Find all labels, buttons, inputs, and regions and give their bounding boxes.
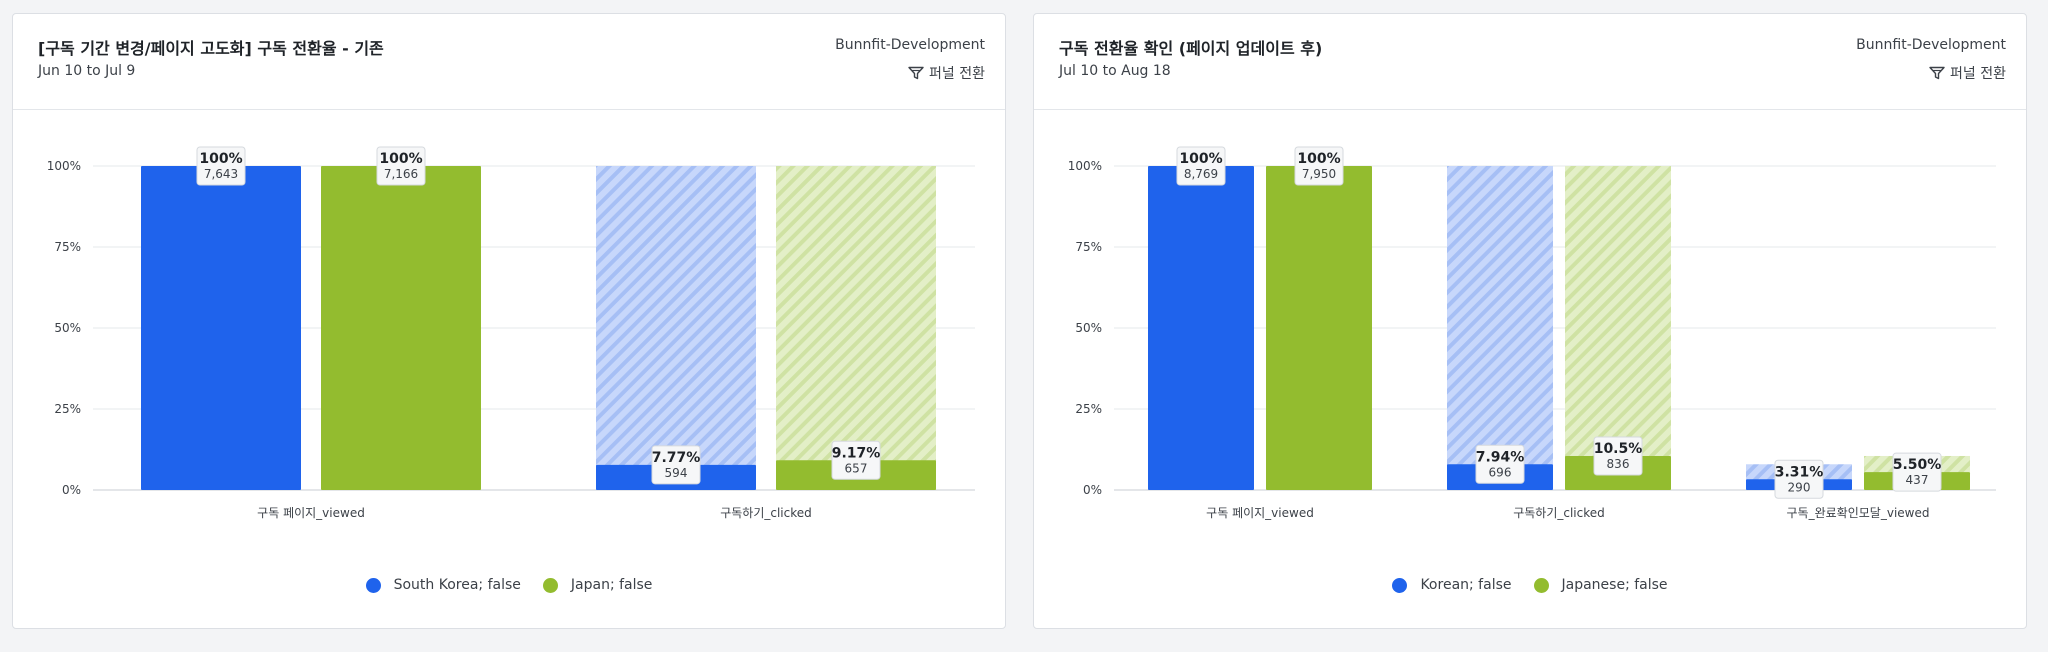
card-header: [구독 기간 변경/페이지 고도화] 구독 전환율 - 기존 Jun 10 to… [13,14,1005,110]
chart-title[interactable]: 구독 전환율 확인 (페이지 업데이트 후) [1059,39,1323,58]
funnel-conversion-button[interactable]: 퍼널 전환 [1929,63,2006,83]
legend-item-series-1[interactable]: Korean; false [1392,577,1512,593]
chart-card-updated: 구독 전환율 확인 (페이지 업데이트 후) Jul 10 to Aug 18 … [1033,13,2027,629]
funnel-icon [908,66,924,80]
chart-title[interactable]: [구독 기간 변경/페이지 고도화] 구독 전환율 - 기존 [38,39,384,58]
x-category-label: 구독 페이지_viewed [257,506,365,520]
data-label-count: 594 [665,466,688,480]
y-tick-label: 100% [47,159,81,173]
legend-item-series-2[interactable]: Japan; false [542,577,653,593]
data-label-percent: 100% [1179,151,1222,167]
y-tick-label: 25% [54,402,81,416]
legend-label: Japan; false [570,577,653,593]
y-tick-label: 0% [1083,483,1102,497]
data-label-count: 7,643 [204,167,238,181]
dropoff-bar [776,166,936,490]
data-label-percent: 100% [199,151,242,167]
chart-legend: South Korea; false Japan; false [13,577,1005,593]
data-label-box [1774,459,1824,499]
data-label-box [1892,452,1942,492]
project-name: Bunnfit-Development [835,37,985,53]
funnel-bar-chart: 0% 25% 50% 75% 100% 구독 페이지_viewed 구독하기_clicked… [47,146,975,520]
funnel-conversion-button[interactable]: 퍼널 전환 [908,63,985,83]
date-range: Jul 10 to Aug 18 [1059,63,1171,79]
data-label-box [1294,146,1344,186]
data-label-percent: 7.94% [1476,449,1525,465]
dropoff-bar [1447,166,1553,490]
data-label-box [1593,436,1643,476]
funnel-icon [1929,66,1945,80]
legend-dot [542,577,558,593]
bar[interactable] [1266,166,1372,490]
data-label-box [376,146,426,186]
x-category-label: 구독_완료확인모달_viewed [1787,506,1930,520]
y-tick-label: 50% [54,321,81,335]
y-tick-label: 50% [1075,321,1102,335]
funnel-conversion-label: 퍼널 전환 [929,66,985,82]
legend-label: Korean; false [1420,577,1512,593]
data-label-count: 290 [1788,480,1811,494]
funnel-bar-chart: 0% 25% 50% 75% 100% 구독 페이지_viewed 구독하기_clicked… [1068,146,1996,520]
bar[interactable] [141,166,301,490]
data-label-box [1176,146,1226,186]
dropoff-bar [596,166,756,490]
x-category-label: 구독하기_clicked [720,506,812,520]
y-tick-label: 100% [1068,159,1102,173]
data-label-percent: 100% [1297,151,1340,167]
legend-dot [1392,577,1408,593]
data-label-percent: 7.77% [652,450,701,466]
legend-dot [365,577,381,593]
data-label-percent: 100% [379,151,422,167]
legend-item-series-1[interactable]: South Korea; false [365,577,521,593]
funnel-conversion-label: 퍼널 전환 [1950,66,2006,82]
y-tick-label: 0% [62,483,81,497]
y-tick-label: 75% [54,240,81,254]
legend-dot [1533,577,1549,593]
chart-card-original: [구독 기간 변경/페이지 고도화] 구독 전환율 - 기존 Jun 10 to… [12,13,1006,629]
data-label-box [196,146,246,186]
date-range: Jun 10 to Jul 9 [38,63,136,79]
data-label-count: 696 [1489,465,1512,479]
x-category-label: 구독 페이지_viewed [1206,506,1314,520]
legend-label: South Korea; false [393,577,521,593]
data-label-percent: 10.5% [1594,441,1643,457]
project-name: Bunnfit-Development [1856,37,2006,53]
data-label-percent: 3.31% [1775,464,1824,480]
data-label-count: 836 [1607,457,1630,471]
dropoff-bar [1565,166,1671,490]
legend-label: Japanese; false [1561,577,1668,593]
data-label-percent: 5.50% [1893,457,1942,473]
legend-item-series-2[interactable]: Japanese; false [1533,577,1668,593]
data-label-count: 7,166 [384,167,418,181]
y-tick-label: 25% [1075,402,1102,416]
bar[interactable] [321,166,481,490]
data-label-percent: 9.17% [832,445,881,461]
y-tick-label: 75% [1075,240,1102,254]
data-label-count: 657 [845,461,868,475]
data-label-box [651,445,701,485]
card-header: 구독 전환율 확인 (페이지 업데이트 후) Jul 10 to Aug 18 … [1034,14,2026,110]
x-category-label: 구독하기_clicked [1513,506,1605,520]
data-label-box [1475,444,1525,484]
bar[interactable] [1148,166,1254,490]
data-label-count: 7,950 [1302,167,1336,181]
data-label-box [831,440,881,480]
data-label-count: 437 [1906,473,1929,487]
data-label-count: 8,769 [1184,167,1218,181]
chart-legend: Korean; false Japanese; false [1034,577,2026,593]
